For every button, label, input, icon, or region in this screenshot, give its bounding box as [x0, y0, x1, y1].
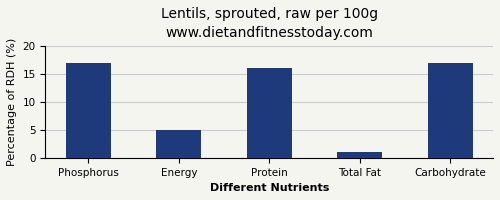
Bar: [156, 130, 202, 158]
Bar: [246, 68, 292, 158]
Bar: [337, 152, 382, 158]
X-axis label: Different Nutrients: Different Nutrients: [210, 183, 329, 193]
Bar: [66, 63, 111, 158]
Bar: [428, 63, 472, 158]
Y-axis label: Percentage of RDH (%): Percentage of RDH (%): [7, 38, 17, 166]
Title: Lentils, sprouted, raw per 100g
www.dietandfitnesstoday.com: Lentils, sprouted, raw per 100g www.diet…: [160, 7, 378, 40]
